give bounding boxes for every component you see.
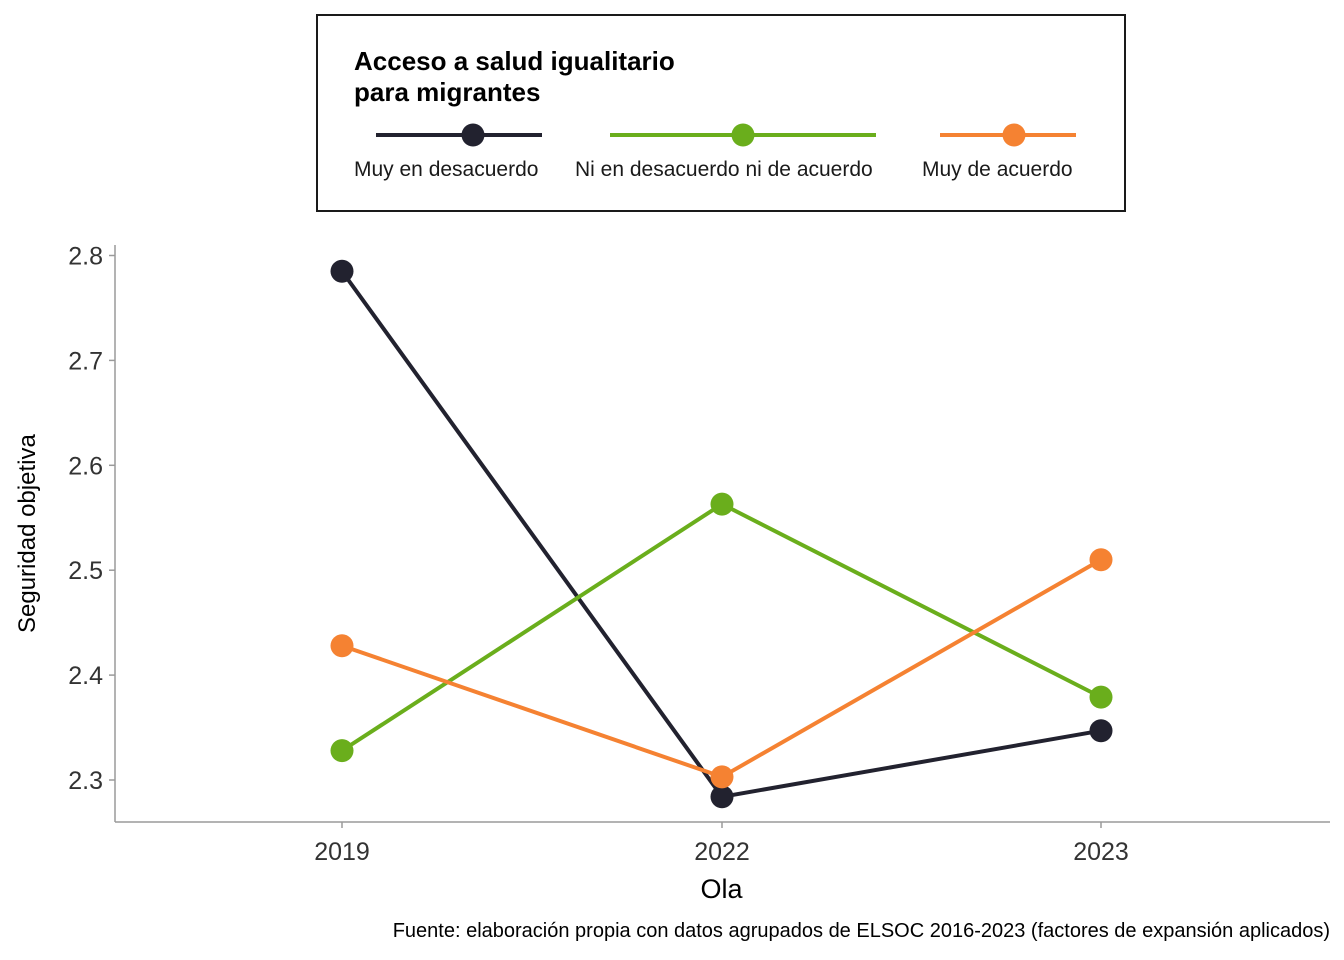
legend-key-muy-de-acuerdo xyxy=(940,123,1076,147)
legend-key-muy-en-desacuerdo xyxy=(376,123,542,147)
x-tick-label: 2019 xyxy=(314,838,370,866)
data-point-1-2023 xyxy=(1089,685,1113,709)
legend-label-muy-en-desacuerdo: Muy en desacuerdo xyxy=(354,158,539,181)
series-line-2 xyxy=(341,557,1102,780)
y-tick-label: 2.8 xyxy=(68,243,103,271)
x-axis-title: Ola xyxy=(700,874,743,904)
series-lines xyxy=(340,270,1102,799)
y-tick-label: 2.5 xyxy=(68,557,103,585)
data-point-1-2022 xyxy=(710,492,734,516)
data-point-0-2022 xyxy=(710,785,734,809)
y-tick-label: 2.7 xyxy=(68,347,103,375)
y-tick-label: 2.6 xyxy=(68,452,103,480)
legend-point xyxy=(731,123,755,147)
x-tick-label: 2023 xyxy=(1073,838,1129,866)
series-points xyxy=(330,259,1113,809)
legend-label-ni-en-desacuerdo: Ni en desacuerdo ni de acuerdo xyxy=(575,158,873,181)
legend-point xyxy=(461,123,485,147)
data-point-2-2019 xyxy=(330,634,354,658)
data-point-2-2023 xyxy=(1089,548,1113,572)
y-tick-labels: 2.3 2.4 2.5 2.6 2.7 2.8 xyxy=(68,243,103,796)
axes xyxy=(109,245,1330,828)
legend-label-muy-de-acuerdo: Muy de acuerdo xyxy=(922,158,1073,181)
data-point-0-2019 xyxy=(330,259,354,283)
y-tick-label: 2.3 xyxy=(68,767,103,795)
data-point-0-2023 xyxy=(1089,719,1113,743)
legend-point xyxy=(1002,123,1026,147)
series-line-0 xyxy=(340,270,1102,799)
y-axis-title: Seguridad objetiva xyxy=(14,434,41,633)
data-point-2-2022 xyxy=(710,765,734,789)
source-caption: Fuente: elaboración propia con datos agr… xyxy=(392,920,1330,942)
data-point-1-2019 xyxy=(330,739,354,763)
legend-title: Acceso a salud igualitario para migrante… xyxy=(354,46,675,107)
y-tick-label: 2.4 xyxy=(68,662,103,690)
series-line-1 xyxy=(340,501,1102,753)
x-tick-label: 2022 xyxy=(694,838,750,866)
legend-key-ni-en-desacuerdo xyxy=(610,123,876,147)
legend: Acceso a salud igualitario para migrante… xyxy=(316,14,1126,212)
x-tick-labels: 2019 2022 2023 xyxy=(314,838,1129,866)
